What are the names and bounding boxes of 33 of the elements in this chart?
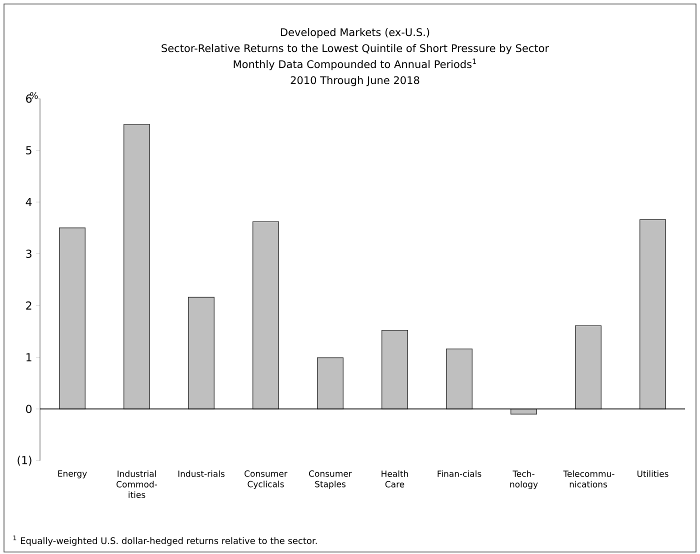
bar [59,228,86,410]
x-tick-label: Finan-cials [438,470,482,477]
x-tick-label: Consumer Staples [309,470,352,489]
y-tick-label: 5 [26,146,32,154]
bar [382,330,408,410]
y-tick-label: 2 [26,301,32,310]
y-axis-title: % [30,92,38,99]
x-tick-label: Health Care [382,470,408,488]
chart-subtitle: Sector-Relative Returns to the Lowest Quintile of Short Pressure by Sector [162,44,550,54]
bar [446,348,473,410]
x-tick-label: Indust-rials [178,470,225,477]
text: 2010 Through June 2018 [290,76,420,86]
y-tick-label: (1) [18,456,32,466]
bar [317,357,344,410]
bar [188,296,215,410]
y-tick-label: 4 [26,198,32,206]
x-tick-label: Telecommu-nications [563,470,614,488]
y-tick-label: 6 [26,94,32,103]
x-tick-label: Tech-nology [510,470,538,490]
y-tick-label: 0 [26,404,32,414]
x-tick-label: Industrial Commod-ities [116,470,158,498]
x-tick-label: Consumer Cyclicals [244,470,288,489]
bar [575,325,602,410]
bar [252,221,280,410]
x-tick-label: Utilities [637,470,668,477]
text: $^{1}$ Equally-weighted U.S. dollar-hedged returns relative to the sector. [13,536,317,546]
y-tick-label: 1 [26,353,32,362]
text: Monthly Data Compounded to Annual Periods$^{1}$ [234,58,476,70]
bar [640,219,666,410]
bar [124,124,150,410]
x-tick-label: Energy [58,470,87,478]
y-tick-label: 3 [26,250,32,258]
chart-title: Developed Markets (ex-U.S.) [280,28,430,38]
